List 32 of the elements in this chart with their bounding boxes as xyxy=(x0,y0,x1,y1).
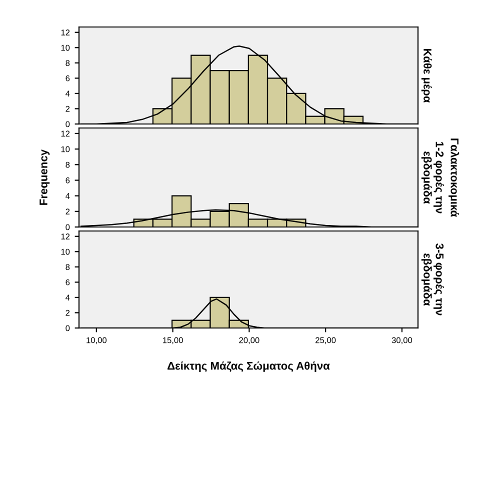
y-tick-label: 6 xyxy=(66,75,70,82)
x-tick-label: 25,00 xyxy=(316,337,336,344)
text: 1-2 φορές την εβδομάδα xyxy=(421,142,444,214)
y-tick-label: 12 xyxy=(61,234,70,240)
y-tick-label: 10 xyxy=(61,146,70,152)
y-tick-label: 2 xyxy=(66,310,70,316)
y-tick-label: 4 xyxy=(66,90,70,96)
y-tick-label: 12 xyxy=(61,30,70,36)
y-tick-label: 2 xyxy=(66,106,70,112)
y-tick-label: 12 xyxy=(61,130,70,136)
y-tick-label: 0 xyxy=(66,121,70,128)
y-tick-label: 0 xyxy=(66,325,70,332)
y-tick-label: 6 xyxy=(66,279,70,286)
x-axis-title: Δείκτης Μάζας Σώματος Αθήνα xyxy=(168,361,330,372)
x-tick-label: 10,00 xyxy=(86,337,107,344)
y-tick-label: 8 xyxy=(66,60,70,66)
y-tick-label: 8 xyxy=(66,162,70,168)
y-tick-label: 6 xyxy=(66,177,70,184)
y-axis-title: Frequency xyxy=(40,149,50,205)
y-tick-label: 0 xyxy=(66,224,70,230)
text: Κάθε μέρα xyxy=(421,49,432,103)
text: Γαλακτοκομικά xyxy=(448,138,460,217)
y-tick-label: 4 xyxy=(66,193,70,199)
y-tick-label: 10 xyxy=(61,248,70,255)
x-tick-label: 15,00 xyxy=(163,337,183,344)
text: 3-5 φορές την εβδομάδα xyxy=(421,243,444,316)
y-tick-label: 4 xyxy=(66,294,70,300)
y-tick-label: 10 xyxy=(61,44,70,51)
x-tick-label: 20,00 xyxy=(239,337,260,344)
y-tick-label: 8 xyxy=(66,264,70,270)
x-tick-label: 30,00 xyxy=(392,337,412,344)
y-tick-label: 2 xyxy=(66,208,70,214)
